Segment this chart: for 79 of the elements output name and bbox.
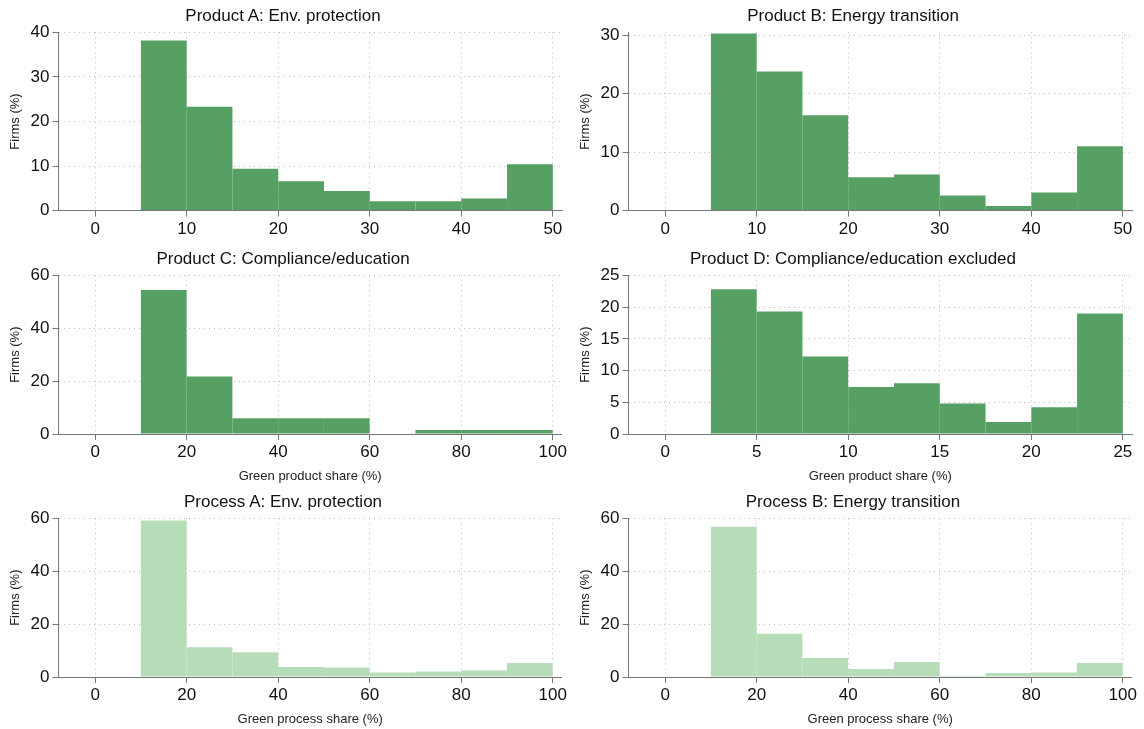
y-tick-label: 0 <box>610 200 620 220</box>
y-tick-label: 0 <box>40 200 50 220</box>
chart-title: Product C: Compliance/education <box>156 248 410 268</box>
y-axis-title: Firms (%) <box>7 569 23 626</box>
y-tick-label: 60 <box>30 508 50 528</box>
x-tick-label: 60 <box>930 685 950 705</box>
y-tick-label: 5 <box>610 391 620 411</box>
x-tick-label: 0 <box>90 685 100 705</box>
x-tick-label: 0 <box>660 218 670 238</box>
y-tick-label: 30 <box>30 66 50 86</box>
y-axis-title: Firms (%) <box>577 569 593 626</box>
x-tick-label: 20 <box>177 442 197 462</box>
x-tick-label: 20 <box>177 685 197 705</box>
y-axis-title: Firms (%) <box>577 93 593 150</box>
x-tick-label: 80 <box>451 685 471 705</box>
y-tick-label: 60 <box>600 508 620 528</box>
y-tick-label: 0 <box>40 666 50 686</box>
x-tick-label: 10 <box>177 218 197 238</box>
y-tick-label: 0 <box>610 423 620 443</box>
y-tick-label: 10 <box>600 360 620 380</box>
x-tick-label: 0 <box>90 442 100 462</box>
y-axis-title: Firms (%) <box>7 326 23 383</box>
y-tick-label: 15 <box>600 328 620 348</box>
y-tick-label: 30 <box>600 25 620 45</box>
x-tick-label: 40 <box>451 218 471 238</box>
x-axis-title: Green process share (%) <box>237 710 383 726</box>
x-tick-label: 60 <box>360 685 380 705</box>
x-tick-label: 30 <box>930 218 950 238</box>
x-tick-label: 40 <box>838 685 858 705</box>
x-axis-title: Green product share (%) <box>238 467 382 483</box>
chart-title: Product B: Energy transition <box>747 5 959 25</box>
chart-title: Product A: Env. protection <box>185 5 381 25</box>
x-tick-label: 10 <box>838 442 858 462</box>
y-tick-label: 20 <box>600 613 620 633</box>
x-axis-title: Green process share (%) <box>807 710 953 726</box>
chart-title: Process A: Env. protection <box>183 491 383 511</box>
x-tick-label: 100 <box>538 685 567 705</box>
y-tick-label: 20 <box>600 83 620 103</box>
y-tick-label: 20 <box>600 296 620 316</box>
x-tick-label: 20 <box>838 218 858 238</box>
x-tick-label: 20 <box>1021 442 1041 462</box>
y-tick-label: 20 <box>30 111 50 131</box>
y-tick-label: 40 <box>30 22 50 42</box>
y-axis-title: Firms (%) <box>577 326 593 383</box>
x-tick-label: 50 <box>1113 218 1133 238</box>
x-tick-label: 40 <box>1021 218 1041 238</box>
x-tick-label: 25 <box>1113 442 1133 462</box>
y-tick-label: 0 <box>40 423 50 443</box>
y-tick-label: 40 <box>30 560 50 580</box>
x-tick-label: 100 <box>1108 685 1137 705</box>
x-tick-label: 50 <box>543 218 563 238</box>
x-tick-label: 60 <box>360 442 380 462</box>
y-tick-label: 20 <box>30 370 50 390</box>
x-tick-label: 15 <box>930 442 950 462</box>
x-tick-label: 40 <box>268 442 288 462</box>
y-tick-label: 40 <box>30 317 50 337</box>
y-axis-title: Firms (%) <box>7 93 23 150</box>
x-tick-label: 40 <box>268 685 288 705</box>
x-tick-label: 80 <box>451 442 471 462</box>
x-tick-label: 0 <box>660 442 670 462</box>
y-tick-label: 10 <box>30 155 50 175</box>
x-tick-label: 0 <box>660 685 670 705</box>
x-tick-label: 20 <box>747 685 767 705</box>
y-tick-label: 10 <box>600 141 620 161</box>
x-tick-label: 30 <box>360 218 380 238</box>
chart-title: Product D: Compliance/education excluded <box>689 248 1017 268</box>
x-tick-label: 100 <box>538 442 567 462</box>
y-tick-label: 20 <box>30 613 50 633</box>
x-tick-label: 5 <box>751 442 762 462</box>
x-tick-label: 10 <box>747 218 767 238</box>
chart-title: Process B: Energy transition <box>745 491 961 511</box>
y-tick-label: 60 <box>30 265 50 285</box>
y-tick-label: 0 <box>610 666 620 686</box>
y-tick-label: 25 <box>600 265 620 285</box>
x-tick-label: 80 <box>1021 685 1041 705</box>
y-tick-label: 40 <box>600 560 620 580</box>
x-tick-label: 0 <box>90 218 100 238</box>
x-tick-label: 20 <box>268 218 288 238</box>
x-axis-title: Green product share (%) <box>808 467 952 483</box>
